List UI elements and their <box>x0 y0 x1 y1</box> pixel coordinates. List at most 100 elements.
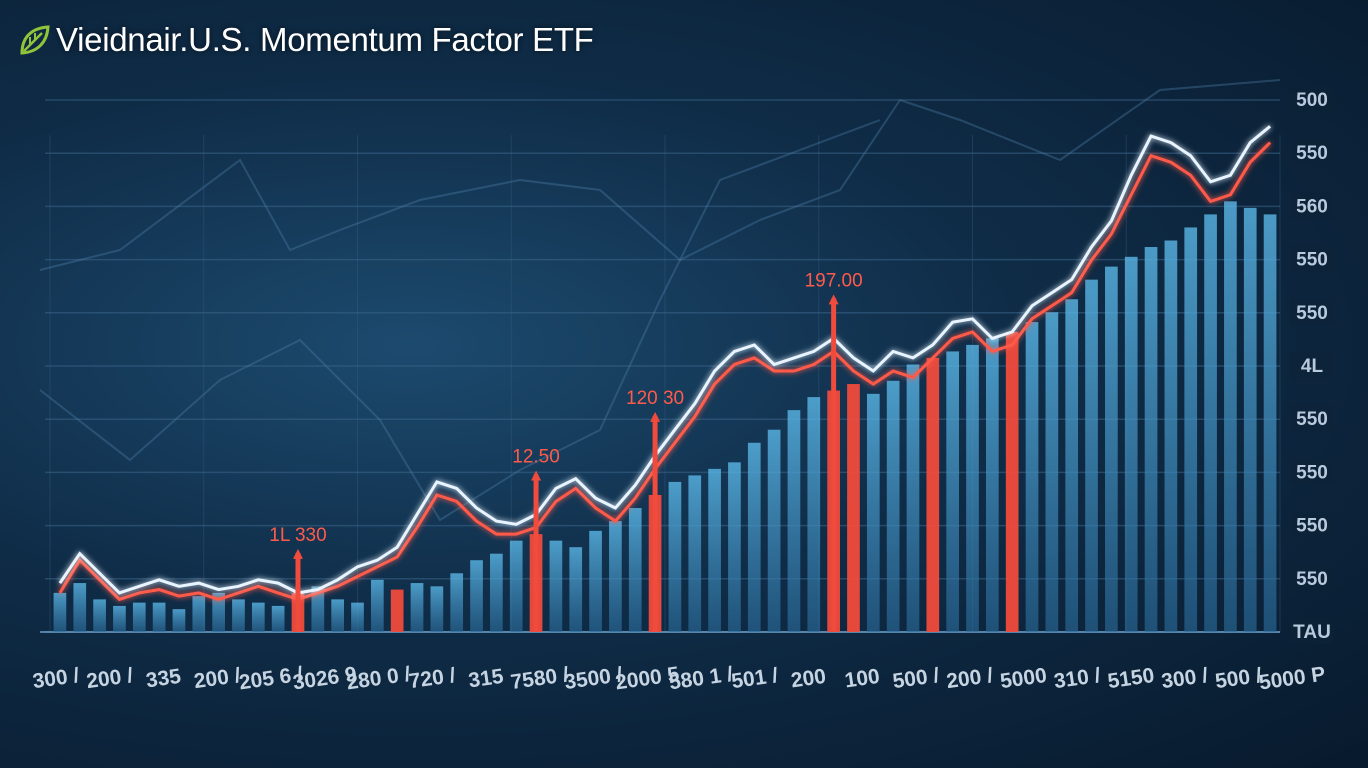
annotation-label-2: 120 30 <box>626 388 684 409</box>
annotation-label-1: 12.50 <box>512 447 560 468</box>
x-tick-label-9: 7580 / <box>509 663 570 694</box>
x-tick-label-20: 5150 <box>1106 664 1155 693</box>
annotation-arrow-2 <box>650 411 661 422</box>
bar-6 <box>172 609 186 632</box>
bar-1 <box>73 583 87 632</box>
y-tick-box-5 <box>1290 352 1334 378</box>
bar-29 <box>628 508 642 632</box>
bar-22 <box>490 553 503 632</box>
bar-0 <box>53 592 67 632</box>
y-tick-box-8 <box>1290 511 1334 538</box>
bar-47 <box>985 338 999 632</box>
x-tick-label-17: 200 / <box>945 664 995 693</box>
x-tick-label-18: 5000 <box>999 664 1048 693</box>
y-tick-box-1 <box>1290 139 1334 166</box>
y-tick-box-10 <box>1290 618 1334 644</box>
bar-20 <box>450 573 464 632</box>
x-tick-label-0: 300 / <box>31 664 81 693</box>
bar-45 <box>946 351 960 632</box>
chart-title: Vieidnair.U.S. Momentum Factor ETF <box>56 21 594 58</box>
bar-42 <box>886 380 900 632</box>
bar-50 <box>1045 312 1059 632</box>
y-tick-label-1: 550 <box>1296 143 1328 164</box>
bar-48 <box>1005 331 1019 632</box>
bar-40 <box>847 384 860 632</box>
bar-44 <box>926 357 940 632</box>
line-series-white <box>58 125 1272 595</box>
y-tick-label-0: 500 <box>1296 90 1328 111</box>
y-tick-label-7: 550 <box>1296 462 1328 483</box>
y-tick-box-4 <box>1290 298 1334 325</box>
bar-11 <box>271 605 285 632</box>
y-tick-label-5: 4L <box>1301 356 1324 377</box>
bg-trend-line-1 <box>39 79 1281 271</box>
y-tick-label-2: 560 <box>1296 196 1328 217</box>
bar-21 <box>470 560 483 632</box>
y-tick-label-10: TAU <box>1293 622 1331 643</box>
bar-16 <box>370 579 384 632</box>
x-tick-label-23: 5000 P <box>1258 663 1327 695</box>
bar-14 <box>331 599 345 632</box>
bar-26 <box>569 547 583 632</box>
x-tick-label-8: 315 <box>467 665 505 693</box>
bar-57 <box>1184 227 1198 632</box>
bar-17 <box>390 589 404 632</box>
bar-60 <box>1243 207 1257 632</box>
y-tick-label-4: 550 <box>1296 303 1328 324</box>
bar-8 <box>212 592 225 632</box>
bar-35 <box>747 442 761 632</box>
bar-19 <box>430 586 444 632</box>
x-tick-label-19: 310 / <box>1052 664 1102 693</box>
bar-3 <box>113 605 126 632</box>
bar-58 <box>1204 214 1217 632</box>
bar-7 <box>192 596 206 632</box>
bar-54 <box>1124 256 1138 632</box>
annotation-arrow-3 <box>828 294 839 305</box>
y-tick-box-2 <box>1290 192 1334 219</box>
bar-31 <box>668 481 682 632</box>
annotation-arrow-1 <box>531 470 542 481</box>
bar-13 <box>311 586 325 632</box>
x-tick-label-16: 500 / <box>891 664 941 693</box>
annotation-arrow-0 <box>292 548 303 559</box>
bar-43 <box>906 364 920 632</box>
bar-28 <box>609 521 622 632</box>
bar-10 <box>251 602 265 632</box>
bar-15 <box>351 602 364 632</box>
y-tick-label-8: 550 <box>1296 516 1328 537</box>
bar-52 <box>1085 279 1098 632</box>
bar-53 <box>1105 266 1118 632</box>
line-series-red <box>58 141 1272 602</box>
bar-23 <box>509 540 523 632</box>
bar-27 <box>589 530 602 632</box>
bar-49 <box>1025 322 1039 632</box>
bar-61 <box>1263 214 1277 632</box>
bar-2 <box>93 599 106 632</box>
bar-9 <box>232 599 245 632</box>
bar-4 <box>132 602 146 632</box>
bar-37 <box>787 410 801 632</box>
x-tick-label-13: 501 / <box>730 664 780 693</box>
line-series <box>58 125 1272 602</box>
x-tick-label-22: 500 / <box>1214 664 1264 693</box>
y-tick-box-7 <box>1290 458 1334 485</box>
x-tick-label-2: 335 <box>145 665 183 693</box>
y-tick-box-0 <box>1290 86 1334 112</box>
x-tick-label-15: 100 <box>843 665 881 693</box>
y-axis-labels: 500 550 560 550 550 4L 550 550 550 550 TAU <box>1290 86 1334 644</box>
y-tick-box-6 <box>1290 405 1334 432</box>
annotation-label-0: 1L 330 <box>269 525 326 546</box>
price-annotations: 1L 330 12.50 120 30 197.00 <box>269 270 863 632</box>
x-tick-label-14: 200 <box>790 665 828 693</box>
bar-5 <box>152 602 166 632</box>
bar-34 <box>728 462 741 632</box>
x-tick-label-7: 720 / <box>407 664 457 693</box>
chart-header: Vieidnair.U.S. Momentum Factor ETF <box>18 20 594 60</box>
bar-46 <box>966 344 979 632</box>
y-tick-label-3: 550 <box>1296 250 1328 271</box>
bar-series <box>53 201 1277 632</box>
y-tick-label-9: 550 <box>1296 569 1328 590</box>
annotation-label-3: 197.00 <box>805 270 863 291</box>
bar-51 <box>1065 299 1079 632</box>
